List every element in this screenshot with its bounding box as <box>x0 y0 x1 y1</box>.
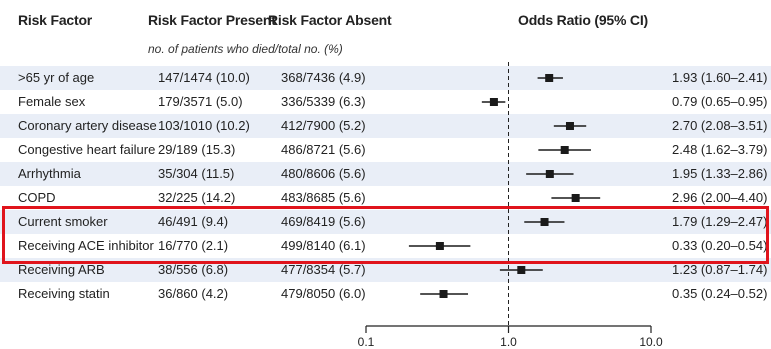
present-count: 16/770 (2.1) <box>158 238 229 253</box>
table-row: Arrhythmia 35/304 (11.5) 480/8606 (5.6) 1.9… <box>0 162 771 186</box>
table-row: Congestive heart failure 29/189 (15.3) 486… <box>0 138 771 162</box>
risk-factor-name: Receiving ARB <box>18 262 105 277</box>
risk-factor-name: COPD <box>18 190 56 205</box>
column-subheader: no. of patients who died/total no. (%) <box>148 42 343 56</box>
odds-ratio-value: 1.79 (1.29–2.47) <box>672 214 768 229</box>
odds-ratio-value: 0.33 (0.20–0.54) <box>672 238 768 253</box>
absent-count: 336/5339 (6.3) <box>281 94 366 109</box>
present-count: 35/304 (11.5) <box>158 166 235 181</box>
absent-count: 483/8685 (5.6) <box>281 190 366 205</box>
risk-factor-name: Coronary artery disease <box>18 118 157 133</box>
present-count: 179/3571 (5.0) <box>158 94 243 109</box>
header-risk-factor: Risk Factor <box>18 12 93 28</box>
table-row: Current smoker 46/491 (9.4) 469/8419 (5.6)… <box>0 210 771 234</box>
risk-factor-name: Arrhythmia <box>18 166 81 181</box>
present-count: 29/189 (15.3) <box>158 142 236 157</box>
risk-factor-name: Current smoker <box>18 214 108 229</box>
risk-factor-name: Female sex <box>18 94 86 109</box>
present-count: 36/860 (4.2) <box>158 286 229 301</box>
absent-count: 412/7900 (5.2) <box>281 118 366 133</box>
x-tick-label: 10.0 <box>639 335 663 349</box>
absent-count: 499/8140 (6.1) <box>281 238 366 253</box>
absent-count: 368/7436 (4.9) <box>281 70 366 85</box>
table-row: COPD 32/225 (14.2) 483/8685 (5.6) 2.96 (2.0… <box>0 186 771 210</box>
odds-ratio-value: 1.93 (1.60–2.41) <box>672 70 768 85</box>
odds-ratio-value: 1.23 (0.87–1.74) <box>672 262 768 277</box>
header-present: Risk Factor Present <box>148 12 276 28</box>
table-row: >65 yr of age 147/1474 (10.0) 368/7436 (4.… <box>0 66 771 90</box>
present-count: 103/1010 (10.2) <box>158 118 250 133</box>
absent-count: 480/8606 (5.6) <box>281 166 366 181</box>
absent-count: 486/8721 (5.6) <box>281 142 366 157</box>
odds-ratio-value: 0.79 (0.65–0.95) <box>672 94 768 109</box>
present-count: 46/491 (9.4) <box>158 214 229 229</box>
risk-factor-name: Receiving ACE inhibitor <box>18 238 154 253</box>
odds-ratio-value: 2.96 (2.00–4.40) <box>672 190 768 205</box>
header-odds-ratio: Odds Ratio (95% CI) <box>518 12 648 28</box>
table-row: Receiving ACE inhibitor 16/770 (2.1) 499/8… <box>0 234 771 258</box>
header-absent: Risk Factor Absent <box>268 12 392 28</box>
risk-factor-name: >65 yr of age <box>18 70 95 85</box>
odds-ratio-value: 2.70 (2.08–3.51) <box>672 118 768 133</box>
present-count: 38/556 (6.8) <box>158 262 229 277</box>
absent-count: 479/8050 (6.0) <box>281 286 366 301</box>
odds-ratio-value: 2.48 (1.62–3.79) <box>672 142 768 157</box>
x-tick-label: 1.0 <box>500 335 517 349</box>
risk-factor-name: Receiving statin <box>18 286 110 301</box>
table-row: Female sex 179/3571 (5.0) 336/5339 (6.3) 0.… <box>0 90 771 114</box>
absent-count: 469/8419 (5.6) <box>281 214 366 229</box>
x-tick-label: 0.1 <box>358 335 375 349</box>
table-row: Receiving statin 36/860 (4.2) 479/8050 (6.… <box>0 282 771 306</box>
odds-ratio-value: 1.95 (1.33–2.86) <box>672 166 768 181</box>
table-row: Coronary artery disease 103/1010 (10.2) 41… <box>0 114 771 138</box>
present-count: 32/225 (14.2) <box>158 190 236 205</box>
table-row: Receiving ARB 38/556 (6.8) 477/8354 (5.7) 1… <box>0 258 771 282</box>
risk-factor-name: Congestive heart failure <box>18 142 156 157</box>
present-count: 147/1474 (10.0) <box>158 70 250 85</box>
odds-ratio-value: 0.35 (0.24–0.52) <box>672 286 768 301</box>
absent-count: 477/8354 (5.7) <box>281 262 366 277</box>
